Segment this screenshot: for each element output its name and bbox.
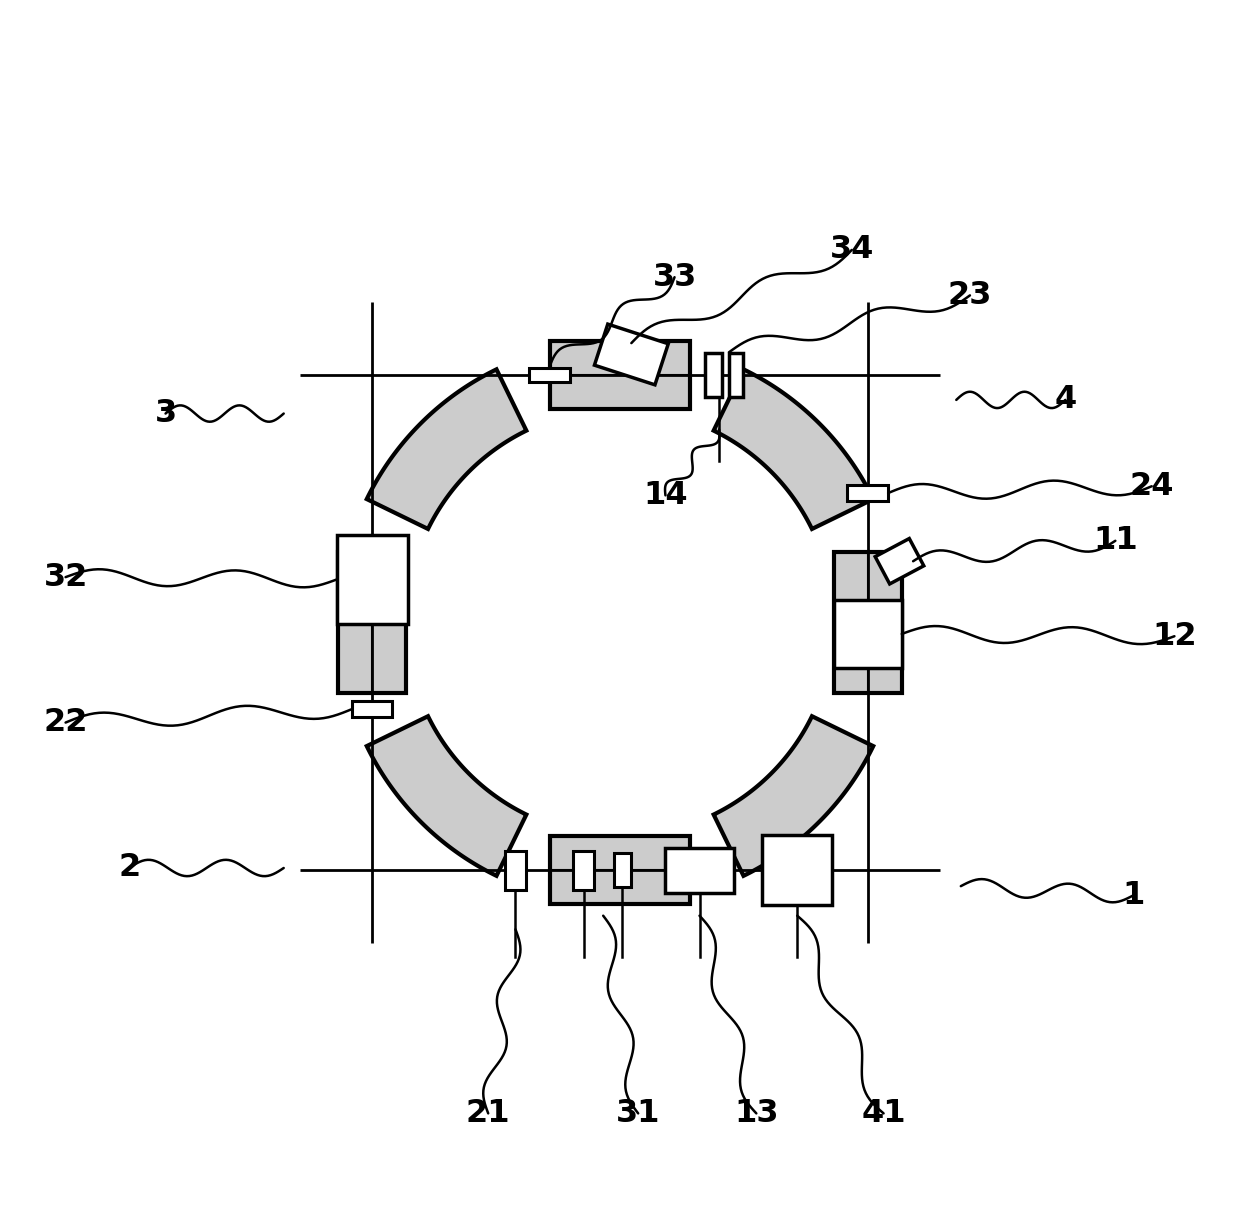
Text: 34: 34 xyxy=(830,234,874,265)
Text: 21: 21 xyxy=(466,1098,511,1129)
Polygon shape xyxy=(714,717,873,876)
Bar xyxy=(875,539,924,584)
Text: 2: 2 xyxy=(118,853,140,883)
Text: 12: 12 xyxy=(1152,621,1197,652)
Text: 32: 32 xyxy=(43,562,88,593)
Text: 1: 1 xyxy=(1122,880,1145,910)
Text: 24: 24 xyxy=(1130,471,1174,502)
Bar xyxy=(704,353,722,396)
Bar xyxy=(337,535,408,623)
Bar xyxy=(833,600,901,667)
Text: 11: 11 xyxy=(1092,525,1138,556)
Text: 23: 23 xyxy=(947,280,992,310)
Bar xyxy=(505,852,526,890)
Text: 14: 14 xyxy=(644,480,688,510)
Bar xyxy=(666,848,734,893)
Bar xyxy=(729,353,743,396)
Polygon shape xyxy=(714,369,873,529)
Bar xyxy=(614,853,631,887)
Text: 3: 3 xyxy=(155,398,176,429)
Bar xyxy=(573,852,594,890)
Text: 13: 13 xyxy=(734,1098,779,1129)
Text: 31: 31 xyxy=(616,1098,661,1129)
Polygon shape xyxy=(549,341,691,409)
Polygon shape xyxy=(367,369,526,529)
Text: 4: 4 xyxy=(1054,384,1076,416)
Bar xyxy=(529,368,570,382)
Text: 22: 22 xyxy=(43,707,88,739)
Text: 41: 41 xyxy=(862,1098,906,1129)
Polygon shape xyxy=(833,552,901,693)
Bar xyxy=(847,485,888,502)
Polygon shape xyxy=(549,836,691,904)
Text: 33: 33 xyxy=(652,261,697,293)
Polygon shape xyxy=(339,552,407,693)
Polygon shape xyxy=(367,717,526,876)
Bar xyxy=(594,324,668,385)
Bar xyxy=(763,836,832,906)
Bar xyxy=(352,701,392,717)
